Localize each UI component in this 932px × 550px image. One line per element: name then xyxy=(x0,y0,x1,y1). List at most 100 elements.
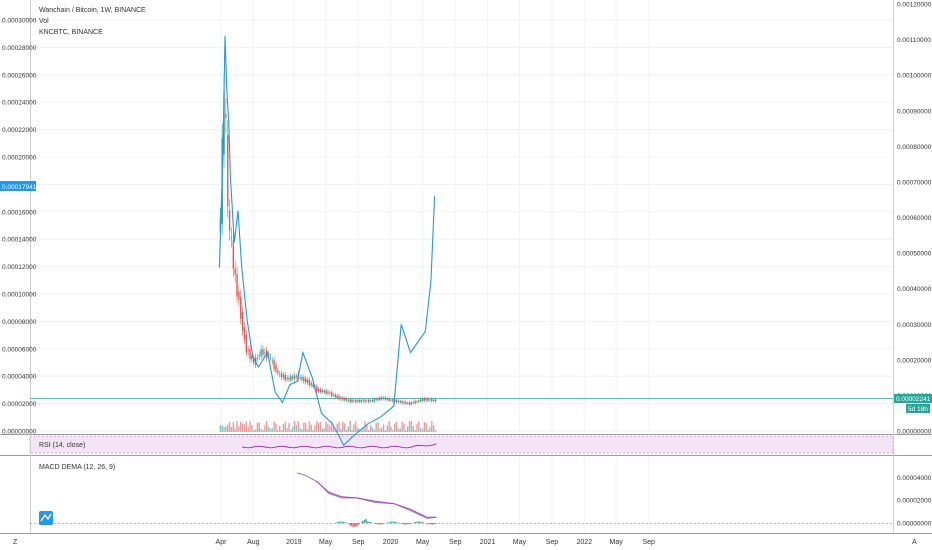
right-axis-tick: 0.00050000 xyxy=(897,251,932,258)
macd-histogram-bar xyxy=(341,521,343,523)
candle-body xyxy=(390,399,392,401)
timezone-toggle-icon[interactable]: Z xyxy=(13,539,18,546)
candle-body xyxy=(403,401,405,404)
volume-bar xyxy=(423,422,426,432)
candle-body xyxy=(277,370,279,373)
macd-legend[interactable]: MACD DEMA (12, 26, 9) xyxy=(39,464,115,471)
candle-body xyxy=(323,390,325,393)
candle-body xyxy=(303,377,305,382)
right-price-badge-bg xyxy=(894,394,932,403)
volume-bar xyxy=(317,423,320,432)
macd-histogram-bar xyxy=(365,519,367,523)
candle-body xyxy=(373,398,376,402)
volume-bar xyxy=(280,429,283,432)
volume-bar xyxy=(308,421,311,432)
candle-body xyxy=(227,135,229,207)
macd-signal-line xyxy=(315,480,437,518)
candle-body xyxy=(329,392,331,394)
volume-bar xyxy=(392,429,394,432)
time-axis-tick: 2022 xyxy=(577,539,593,546)
candle-body xyxy=(364,399,366,403)
volume-bar xyxy=(258,422,260,432)
volume-bar xyxy=(275,423,277,432)
right-axis-tick: 0.00000000 xyxy=(897,429,932,436)
volume-bar xyxy=(382,424,385,432)
volume-bar xyxy=(230,426,233,432)
volume-bar xyxy=(227,424,229,432)
right-axis-tick: 0.00100000 xyxy=(897,73,932,80)
macd-histogram-bar xyxy=(435,523,438,524)
auto-scale-toggle[interactable]: A xyxy=(912,539,917,546)
volume-bar xyxy=(356,427,359,432)
volume-bar xyxy=(288,423,290,432)
macd-histogram-bar xyxy=(406,523,408,525)
candle-body xyxy=(262,349,264,355)
candle-body xyxy=(264,352,266,354)
left-axis-tick: 0.00026000 xyxy=(2,72,37,79)
candle-body xyxy=(234,268,236,275)
volume-bar xyxy=(390,426,392,432)
candle-body xyxy=(312,384,314,387)
right-axis-tick: 0.00060000 xyxy=(897,215,932,222)
volume-bar xyxy=(362,427,364,432)
macd-histogram-bar xyxy=(422,522,425,523)
macd-histogram-bar xyxy=(361,521,364,523)
macd-histogram-bar xyxy=(396,522,399,523)
volume-bar xyxy=(284,421,286,432)
volume-bar xyxy=(223,426,225,432)
macd-histogram-bar xyxy=(363,519,365,523)
volume-bar xyxy=(355,421,357,432)
volume-bar xyxy=(266,421,268,432)
volume-bar xyxy=(319,422,322,432)
volume-bar xyxy=(368,429,370,432)
volume-bar xyxy=(336,423,338,432)
candle-body xyxy=(340,397,342,400)
macd-histogram-bar xyxy=(356,523,358,527)
left-axis-tick: 0.00006000 xyxy=(2,346,37,353)
candle-body xyxy=(310,382,312,386)
right-axis-tick: 0.00090000 xyxy=(897,108,932,115)
time-axis-tick: May xyxy=(513,539,527,546)
candle-body xyxy=(258,355,260,357)
candle-body xyxy=(308,379,311,386)
candle-body xyxy=(278,373,281,375)
rsi-legend[interactable]: RSI (14, close) xyxy=(39,442,85,449)
volume-bar xyxy=(425,423,427,432)
volume-bar xyxy=(366,424,368,432)
candle-body xyxy=(228,210,231,231)
volume-bar xyxy=(238,426,240,432)
macd-axis-tick: 0.00002000 xyxy=(897,498,932,505)
candle-body xyxy=(317,389,320,392)
macd-price-axis: 0.00000000 0.00002000 0.00004000 xyxy=(897,475,932,528)
candle-body xyxy=(249,349,251,359)
macd-histogram-bar xyxy=(350,523,352,527)
volume-bar xyxy=(360,429,363,432)
volume-bar xyxy=(301,429,303,432)
macd-histogram-bar xyxy=(402,523,404,525)
left-axis-tick: 0.00022000 xyxy=(2,127,37,134)
candle-body xyxy=(414,400,416,404)
volume-bar xyxy=(408,421,411,432)
volume-bar xyxy=(329,425,331,432)
candle-body xyxy=(360,399,363,402)
right-price-badge: 0.00002241 xyxy=(896,396,931,403)
volume-bar xyxy=(340,428,342,432)
candle-body xyxy=(236,274,238,297)
volume-bars xyxy=(219,421,437,432)
candle-body xyxy=(290,375,292,381)
candle-body xyxy=(427,398,429,401)
candle-body xyxy=(395,399,398,403)
candle-body xyxy=(243,327,246,340)
candle-body xyxy=(316,386,318,392)
candle-body xyxy=(418,400,420,402)
volume-bar xyxy=(421,428,424,432)
candle-body xyxy=(327,391,329,394)
candle-body xyxy=(275,365,277,372)
candle-body xyxy=(286,377,288,380)
tradingview-logo-icon[interactable] xyxy=(39,511,53,525)
volume-bar xyxy=(347,426,350,432)
right-axis-tick: 0.00030000 xyxy=(897,322,932,329)
candle-body xyxy=(362,400,364,402)
left-axis-tick: 0.00016000 xyxy=(2,209,37,216)
